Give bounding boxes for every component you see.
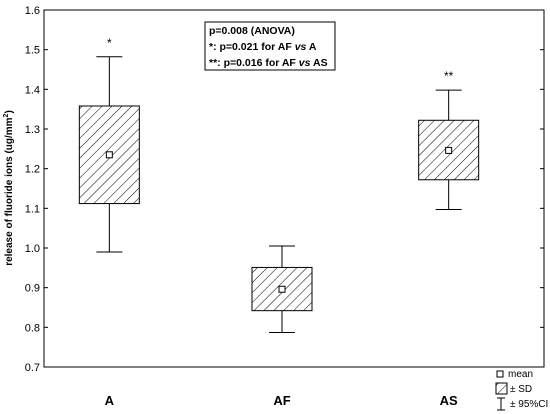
y-tick-label: 1.0 [25,243,40,255]
mean-marker [105,151,113,159]
stats-line-af-vs-a: *: p=0.021 for AF vs A [209,41,317,53]
x-category-label: AS [440,393,458,408]
stats-annotation: p=0.008 (ANOVA) *: p=0.021 for AF vs A *… [204,21,336,71]
significance-marker: * [107,36,112,50]
y-tick-label: 1.6 [25,5,40,17]
y-tick-label: 0.8 [25,322,40,334]
y-tick-label: 0.9 [25,283,40,295]
box-group-af [251,245,313,333]
box-group-a: * [78,36,140,253]
legend-ci-label: ± 95%CI [510,399,548,410]
y-tick-label: 1.1 [25,203,40,215]
y-axis-label: release of fluoride ions (ug/mm2) [3,110,15,266]
mean-marker [445,146,453,154]
y-axis-ticks: 0.7 0.8 0.9 1.0 1.1 1.2 1.3 1.4 1.5 1.6 [25,5,544,374]
y-tick-label: 1.4 [25,84,40,96]
box-series: *** [78,36,480,333]
mean-marker [278,285,286,293]
significance-marker: ** [444,69,454,83]
legend-mean-label: mean [508,369,533,380]
x-category-label: AF [273,393,290,408]
legend-sd-icon [495,382,508,395]
x-category-label: A [105,393,115,408]
stats-line-af-vs-as: **: p=0.016 for AF vs AS [209,57,328,69]
y-tick-label: 1.5 [25,45,40,57]
legend: mean ± SD ± 95%CI [495,369,548,411]
y-tick-label: 1.3 [25,124,40,136]
y-tick-label: 0.7 [25,362,40,374]
legend-mean-icon [496,370,504,378]
y-tick-label: 1.2 [25,164,40,176]
plot-frame [43,9,545,368]
stats-annotation-box [204,21,336,71]
legend-sd-label: ± SD [510,384,532,395]
stats-line-anova: p=0.008 (ANOVA) [209,25,295,37]
x-axis-categories: A AF AS [105,393,458,408]
box-group-as: ** [418,69,480,211]
